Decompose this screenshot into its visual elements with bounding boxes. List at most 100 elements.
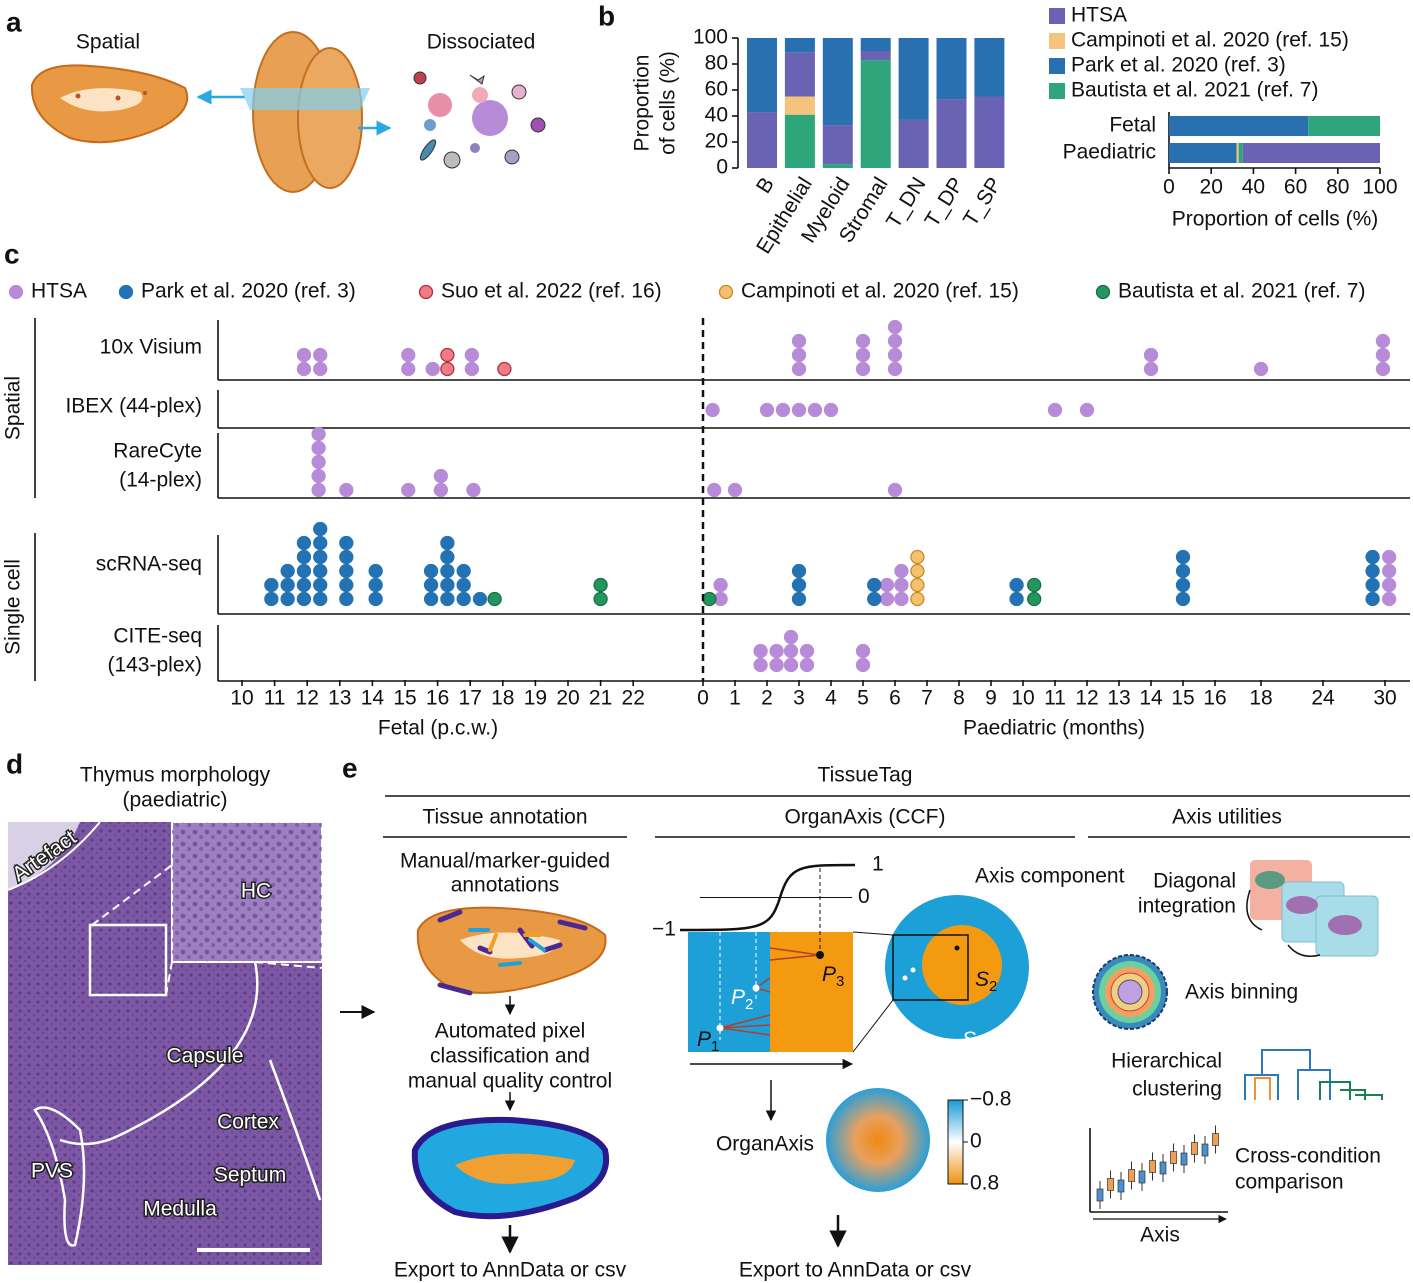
bar-segment [747,38,777,113]
panel-label: e [342,752,358,783]
box [1170,1151,1177,1164]
dot-stack [855,333,871,377]
dendrogram [1319,1081,1383,1100]
legend-marker [1095,284,1111,300]
dot [1143,347,1159,363]
dot-stack [1375,333,1391,377]
dot [440,535,455,551]
dot [313,577,328,593]
dot [339,591,354,607]
title: TissueTag [818,764,913,787]
x-tick-label: 9 [985,687,997,710]
dot [1175,549,1191,565]
dot [401,347,416,363]
medulla [455,1153,575,1184]
cluster [472,100,508,136]
bar-segment [1169,143,1237,163]
box [1149,1160,1156,1173]
tissue [1255,871,1285,889]
box [1128,1169,1135,1182]
legend-label: HTSA [31,280,87,303]
dot [855,643,871,659]
dot-stack [466,482,481,498]
dot-stack [425,361,440,377]
dot [855,347,871,363]
y-axis-label: of cells (%) [657,51,680,155]
export-text: Export to AnnData or csv [739,1259,972,1282]
x-tick-label: 2 [761,687,773,710]
cell [443,151,461,169]
x-tick-label: 13 [328,687,351,710]
bar-segment [784,96,815,115]
thymus-lobe [297,47,363,189]
dot [115,95,121,101]
dot [1143,361,1159,377]
outline [7,821,101,891]
zoom-line [852,931,894,936]
dot [1027,577,1042,593]
annotation: Capsule [166,1045,243,1068]
box [1117,1179,1125,1193]
row-label: IBEX (44-plex) [65,395,202,418]
y-tick-label: 0 [716,156,728,179]
dot-stack [401,347,416,377]
x-tick-label: 6 [889,687,901,710]
point [902,975,908,981]
dot-stack [1009,577,1024,607]
panel-d: Thymus morphology (paediatric) Artefact … [7,764,323,1265]
dot-stack [440,347,455,377]
dot [887,361,903,377]
dot [783,629,799,645]
step-text: annotations [451,874,560,897]
inset-texture [172,822,322,962]
dot [1375,361,1391,377]
title: (paediatric) [122,789,227,812]
dot [799,657,815,673]
zoom-line [254,961,323,969]
bar-segment [1169,116,1309,136]
step-text: Automated pixel [435,1020,586,1043]
dot [401,361,416,377]
box [1096,1188,1104,1202]
x-tick-label: 12 [1075,687,1098,710]
x-tick-label: 8 [953,687,965,710]
panel-label: d [6,748,23,779]
x-tick-label: 16 [1203,687,1226,710]
dot [280,591,295,607]
dot [855,361,871,377]
dot-stack [1143,347,1159,377]
sym: P [731,986,745,1009]
y-tick-label: 80 [705,52,728,75]
dot [753,657,768,673]
bins [1117,979,1143,1005]
dot [894,577,909,593]
x-tick-label: 24 [1311,687,1335,710]
medulla [60,88,143,112]
dot [1175,563,1191,579]
dot [440,347,455,363]
bar-segment [1242,143,1380,163]
curve-tick-label: 0 [858,885,870,908]
dot [440,361,455,377]
x-tick-label: T_SP [959,173,1006,230]
dot-stack [464,347,479,377]
annotation: PVS [31,1160,73,1183]
legend-label: HTSA [1071,4,1127,27]
sub: 1 [711,1038,719,1055]
dot [1009,577,1024,593]
bar-segment [1238,143,1243,163]
box [1107,1178,1114,1191]
panel-label: a [6,6,22,37]
section-plane [240,88,370,110]
zoom-box [892,934,969,1001]
x-tick-label: 18 [1249,687,1272,710]
x-tick-label: 11 [264,687,286,710]
x-tick-label: B [752,173,779,197]
panel-a: Spatial Dissociated [30,31,546,193]
dot [456,563,471,579]
row-label: scRNA-seq [96,553,202,576]
dot [791,402,807,418]
bar-segment [784,52,815,97]
dot [296,347,312,363]
